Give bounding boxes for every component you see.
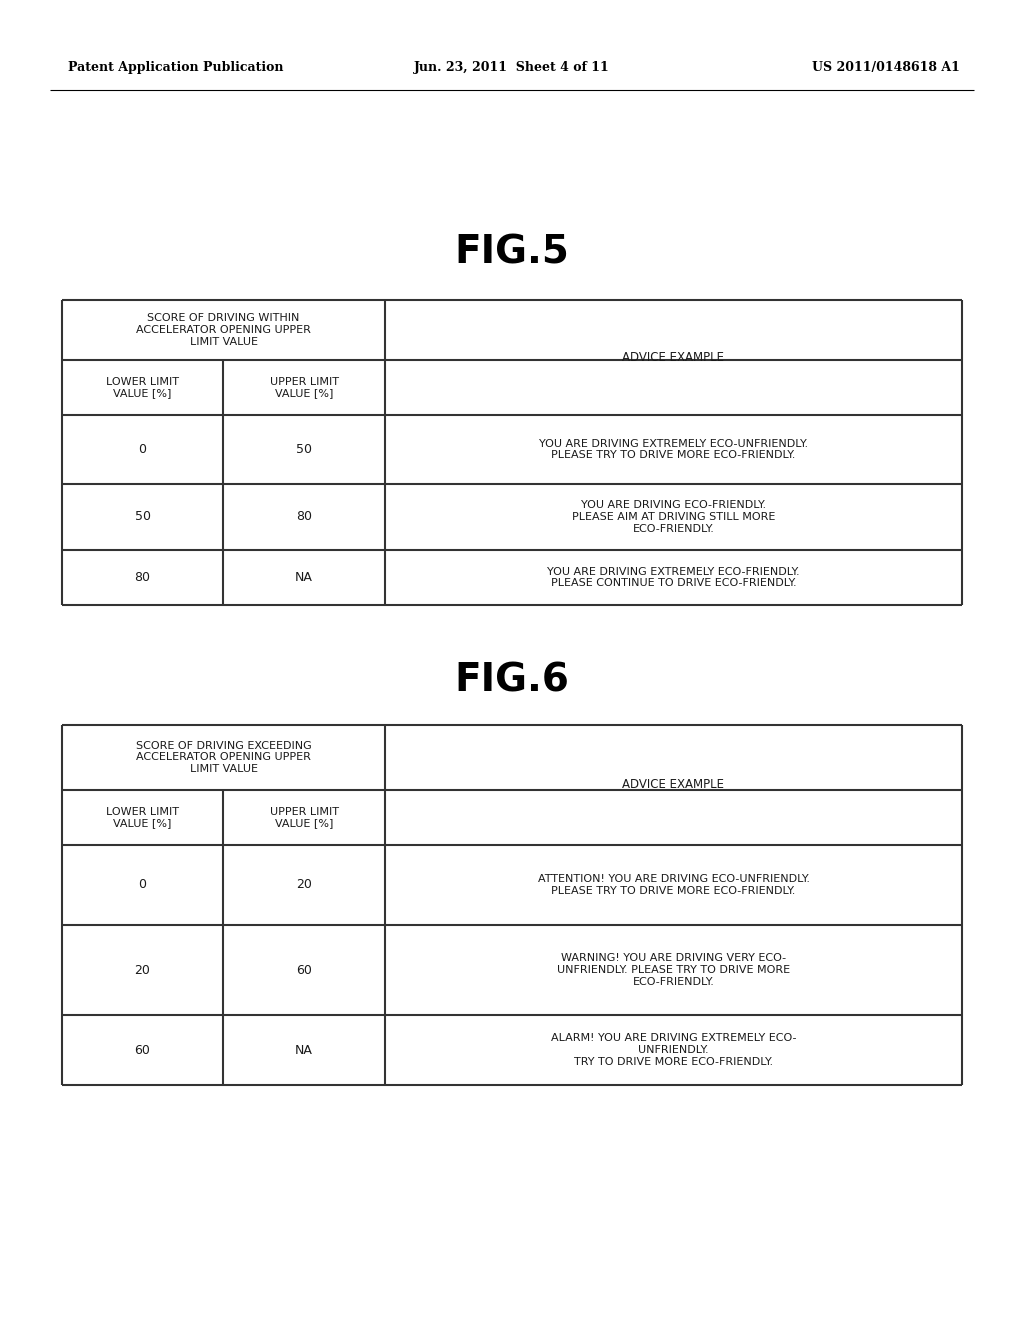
- Text: ATTENTION! YOU ARE DRIVING ECO-UNFRIENDLY.
PLEASE TRY TO DRIVE MORE ECO-FRIENDLY: ATTENTION! YOU ARE DRIVING ECO-UNFRIENDL…: [538, 874, 810, 896]
- Text: SCORE OF DRIVING WITHIN
ACCELERATOR OPENING UPPER
LIMIT VALUE: SCORE OF DRIVING WITHIN ACCELERATOR OPEN…: [136, 313, 311, 347]
- Text: 50: 50: [296, 444, 312, 455]
- Text: 50: 50: [134, 511, 151, 524]
- Text: YOU ARE DRIVING EXTREMELY ECO-UNFRIENDLY.
PLEASE TRY TO DRIVE MORE ECO-FRIENDLY.: YOU ARE DRIVING EXTREMELY ECO-UNFRIENDLY…: [539, 438, 808, 461]
- Text: ALARM! YOU ARE DRIVING EXTREMELY ECO-
UNFRIENDLY.
TRY TO DRIVE MORE ECO-FRIENDLY: ALARM! YOU ARE DRIVING EXTREMELY ECO- UN…: [551, 1034, 797, 1067]
- Text: UPPER LIMIT
VALUE [%]: UPPER LIMIT VALUE [%]: [269, 376, 339, 399]
- Text: 80: 80: [296, 511, 312, 524]
- Text: ADVICE EXAMPLE: ADVICE EXAMPLE: [623, 351, 725, 364]
- Text: 20: 20: [296, 879, 312, 891]
- Text: FIG.5: FIG.5: [455, 234, 569, 271]
- Text: ADVICE EXAMPLE: ADVICE EXAMPLE: [623, 779, 725, 792]
- Text: LOWER LIMIT
VALUE [%]: LOWER LIMIT VALUE [%]: [106, 376, 179, 399]
- Text: 20: 20: [134, 964, 151, 977]
- Text: 60: 60: [296, 964, 312, 977]
- Text: LOWER LIMIT
VALUE [%]: LOWER LIMIT VALUE [%]: [106, 807, 179, 829]
- Text: 60: 60: [134, 1044, 151, 1056]
- Text: UPPER LIMIT
VALUE [%]: UPPER LIMIT VALUE [%]: [269, 807, 339, 829]
- Text: WARNING! YOU ARE DRIVING VERY ECO-
UNFRIENDLY. PLEASE TRY TO DRIVE MORE
ECO-FRIE: WARNING! YOU ARE DRIVING VERY ECO- UNFRI…: [557, 953, 791, 986]
- Text: YOU ARE DRIVING ECO-FRIENDLY.
PLEASE AIM AT DRIVING STILL MORE
ECO-FRIENDLY.: YOU ARE DRIVING ECO-FRIENDLY. PLEASE AIM…: [571, 500, 775, 533]
- Text: 0: 0: [138, 444, 146, 455]
- Text: US 2011/0148618 A1: US 2011/0148618 A1: [812, 62, 961, 74]
- Text: NA: NA: [295, 572, 313, 583]
- Text: SCORE OF DRIVING EXCEEDING
ACCELERATOR OPENING UPPER
LIMIT VALUE: SCORE OF DRIVING EXCEEDING ACCELERATOR O…: [135, 741, 311, 774]
- Text: NA: NA: [295, 1044, 313, 1056]
- Text: Patent Application Publication: Patent Application Publication: [68, 62, 284, 74]
- Text: 0: 0: [138, 879, 146, 891]
- Text: Jun. 23, 2011  Sheet 4 of 11: Jun. 23, 2011 Sheet 4 of 11: [414, 62, 610, 74]
- Text: YOU ARE DRIVING EXTREMELY ECO-FRIENDLY.
PLEASE CONTINUE TO DRIVE ECO-FRIENDLY.: YOU ARE DRIVING EXTREMELY ECO-FRIENDLY. …: [547, 566, 800, 589]
- Text: FIG.6: FIG.6: [455, 661, 569, 700]
- Text: 80: 80: [134, 572, 151, 583]
